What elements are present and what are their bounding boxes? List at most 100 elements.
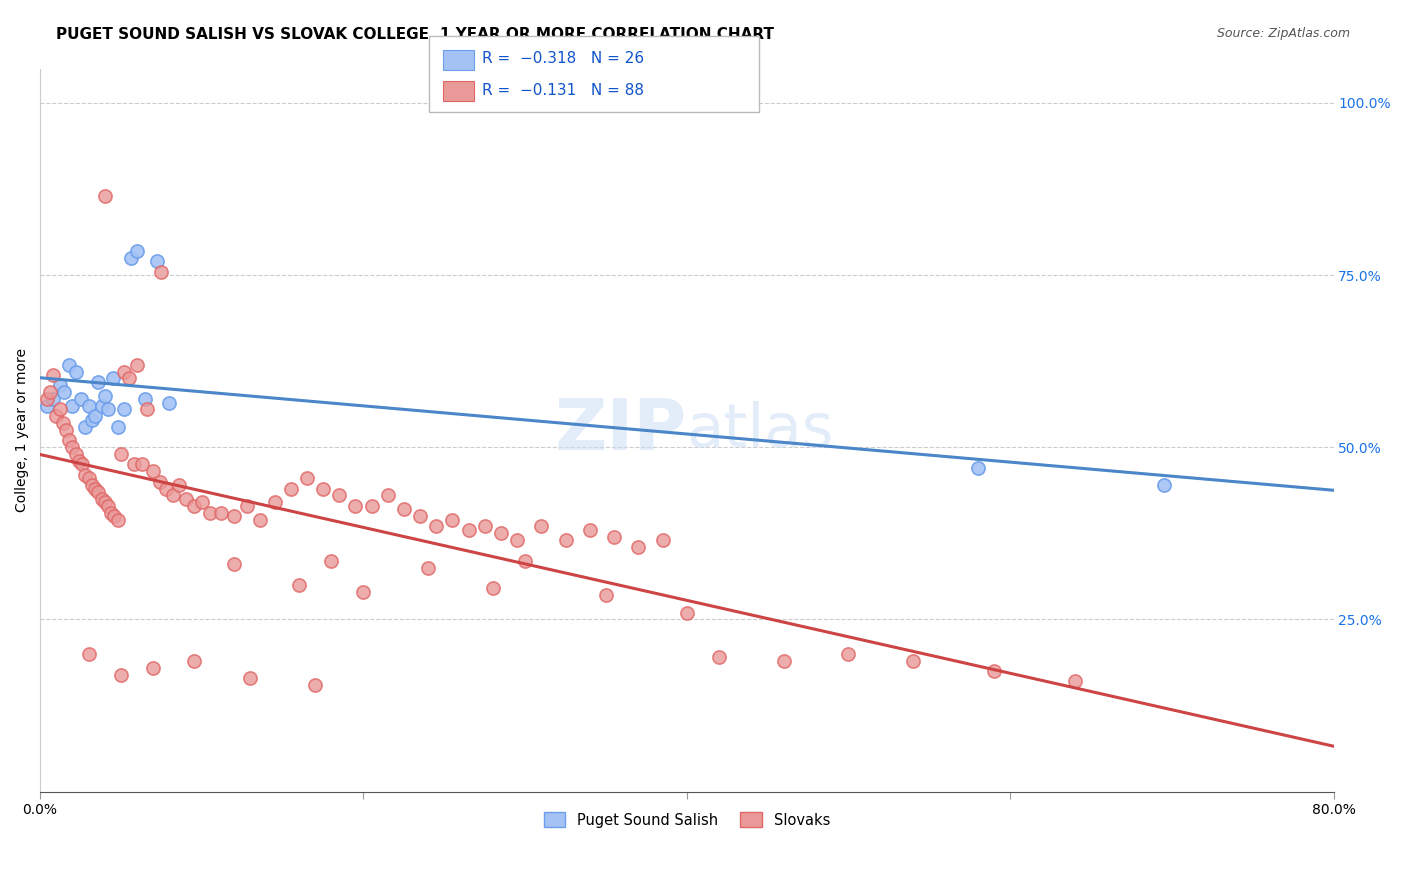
Point <box>103 509 125 524</box>
Point <box>983 664 1005 678</box>
Point <box>409 509 432 524</box>
Point <box>94 495 117 509</box>
Point <box>107 419 129 434</box>
Point <box>481 582 503 596</box>
Point <box>191 495 214 509</box>
Point <box>441 513 464 527</box>
Point <box>425 519 447 533</box>
Point <box>353 585 375 599</box>
Point <box>772 654 794 668</box>
Point <box>48 378 70 392</box>
Point <box>84 482 107 496</box>
Point <box>127 244 149 258</box>
Point <box>45 409 67 424</box>
Point <box>62 399 84 413</box>
Point <box>457 523 479 537</box>
Point <box>69 392 91 406</box>
Point <box>90 399 112 413</box>
Point <box>966 461 988 475</box>
Point <box>224 509 246 524</box>
Point <box>97 402 120 417</box>
Point <box>112 365 135 379</box>
Point <box>578 523 600 537</box>
Point <box>1063 674 1085 689</box>
Point <box>249 513 271 527</box>
Point <box>134 392 156 406</box>
Point <box>513 554 536 568</box>
Point <box>75 419 97 434</box>
Point <box>155 482 177 496</box>
Point <box>107 513 129 527</box>
Point <box>295 471 318 485</box>
Point <box>595 588 617 602</box>
Point <box>77 471 100 485</box>
Point <box>377 488 399 502</box>
Point <box>837 647 859 661</box>
Point <box>328 488 350 502</box>
Point <box>530 519 553 533</box>
Point <box>344 499 367 513</box>
Point <box>150 265 173 279</box>
Point <box>87 375 110 389</box>
Point <box>80 478 103 492</box>
Text: Source: ZipAtlas.com: Source: ZipAtlas.com <box>1216 27 1350 40</box>
Point <box>239 671 262 685</box>
Point <box>603 530 626 544</box>
Point <box>77 647 100 661</box>
Point <box>312 482 335 496</box>
Point <box>149 475 172 489</box>
Point <box>94 389 117 403</box>
Point <box>360 499 382 513</box>
Point <box>112 402 135 417</box>
Point <box>142 464 165 478</box>
Point <box>506 533 529 548</box>
Point <box>1153 478 1175 492</box>
Point <box>263 495 285 509</box>
Point <box>135 402 157 417</box>
Text: atlas: atlas <box>686 401 834 459</box>
Text: PUGET SOUND SALISH VS SLOVAK COLLEGE, 1 YEAR OR MORE CORRELATION CHART: PUGET SOUND SALISH VS SLOVAK COLLEGE, 1 … <box>56 27 775 42</box>
Point <box>280 482 302 496</box>
Point <box>209 506 232 520</box>
Point <box>35 399 58 413</box>
Text: R =  −0.318   N = 26: R = −0.318 N = 26 <box>482 52 644 66</box>
Point <box>77 399 100 413</box>
Point <box>65 447 87 461</box>
Point <box>120 251 142 265</box>
Point <box>38 385 60 400</box>
Point <box>236 499 259 513</box>
Point <box>142 660 165 674</box>
Point <box>183 654 205 668</box>
Legend: Puget Sound Salish, Slovaks: Puget Sound Salish, Slovaks <box>536 805 838 835</box>
Point <box>627 540 650 554</box>
Point <box>174 491 197 506</box>
Point <box>94 189 117 203</box>
Point <box>84 409 107 424</box>
Point <box>651 533 673 548</box>
Point <box>48 402 70 417</box>
Point <box>224 558 246 572</box>
Point <box>198 506 221 520</box>
Point <box>65 365 87 379</box>
Point <box>101 371 124 385</box>
Point <box>110 667 132 681</box>
Point <box>474 519 496 533</box>
Point <box>97 499 120 513</box>
Point <box>80 413 103 427</box>
Point <box>127 358 149 372</box>
Point <box>162 488 184 502</box>
Point <box>87 485 110 500</box>
Text: R =  −0.131   N = 88: R = −0.131 N = 88 <box>482 83 644 97</box>
Point <box>675 606 697 620</box>
Point <box>75 467 97 482</box>
Point <box>55 423 77 437</box>
Point <box>110 447 132 461</box>
Point <box>67 454 90 468</box>
Y-axis label: College, 1 year or more: College, 1 year or more <box>15 348 30 512</box>
Point <box>131 458 153 472</box>
Point <box>62 440 84 454</box>
Point <box>35 392 58 406</box>
Point <box>70 458 93 472</box>
Point <box>58 434 80 448</box>
Text: ZIP: ZIP <box>554 395 686 465</box>
